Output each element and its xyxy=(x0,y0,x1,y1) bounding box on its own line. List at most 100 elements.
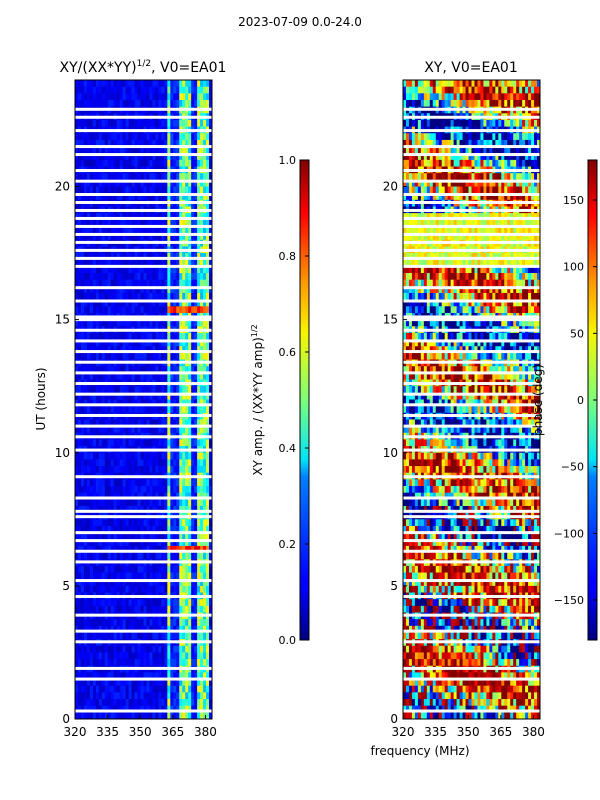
heatmap-cell xyxy=(92,173,97,181)
heatmap-cell xyxy=(134,299,138,307)
heatmap-cell xyxy=(137,352,141,360)
heatmap-cell xyxy=(185,619,189,627)
heatmap-cell xyxy=(86,179,91,187)
heatmap-cell xyxy=(203,339,207,347)
heatmap-cell xyxy=(104,86,109,94)
heatmap-cell xyxy=(411,139,416,147)
heatmap-cell xyxy=(125,99,130,108)
heatmap-cell xyxy=(107,299,112,307)
heatmap-cell xyxy=(104,299,109,307)
heatmap-cell xyxy=(128,386,132,394)
heatmap-cell xyxy=(140,705,144,713)
heatmap-cell xyxy=(161,466,165,474)
heatmap-cell xyxy=(152,80,156,88)
heatmap-cell xyxy=(420,133,425,141)
heatmap-cell xyxy=(98,645,103,653)
heatmap-cell xyxy=(155,685,159,693)
heatmap-cell xyxy=(158,619,162,627)
heatmap-cell xyxy=(203,93,207,101)
heatmap-cell xyxy=(143,346,147,354)
heatmap-cell xyxy=(122,705,127,713)
heatmap-cell xyxy=(414,133,419,141)
heatmap-cell xyxy=(468,99,472,108)
heatmap-cell xyxy=(116,133,121,141)
heatmap-cell xyxy=(161,645,165,653)
heatmap-cell xyxy=(170,93,174,101)
heatmap-cell xyxy=(140,466,144,474)
heatmap-cell xyxy=(89,273,94,281)
heatmap-cell xyxy=(176,186,180,194)
heatmap-cell xyxy=(113,159,118,167)
heatmap-cell xyxy=(155,193,159,201)
heatmap-cell xyxy=(149,532,153,540)
heatmap-cell xyxy=(188,139,192,147)
heatmap-cell xyxy=(83,332,88,340)
heatmap-cell xyxy=(209,452,213,460)
heatmap-cell xyxy=(438,146,443,154)
heatmap-cell xyxy=(161,219,165,227)
heatmap-cell xyxy=(507,93,511,101)
heatmap-cell xyxy=(209,506,213,514)
heatmap-cell xyxy=(170,293,174,301)
heatmap-cell xyxy=(137,525,141,534)
heatmap-cell xyxy=(134,159,138,167)
heatmap-cell xyxy=(137,366,141,374)
heatmap-cell xyxy=(92,86,97,94)
heatmap-cell xyxy=(75,692,79,700)
heatmap-cell xyxy=(125,193,130,201)
heatmap-cell xyxy=(191,506,195,514)
heatmap-cell xyxy=(176,672,180,680)
heatmap-cell xyxy=(200,492,204,500)
heatmap-cell xyxy=(140,392,144,400)
heatmap-cell xyxy=(77,286,82,294)
heatmap-cell xyxy=(161,579,165,587)
heatmap-cell xyxy=(194,286,198,294)
heatmap-cell xyxy=(125,519,130,527)
heatmap-cell xyxy=(113,213,118,221)
heatmap-cell xyxy=(179,699,183,707)
heatmap-cell xyxy=(173,293,177,301)
heatmap-cell xyxy=(191,492,195,500)
heatmap-cell xyxy=(525,93,529,101)
heatmap-cell xyxy=(134,579,138,587)
heatmap-cell xyxy=(182,399,186,407)
heatmap-cell xyxy=(152,692,156,700)
heatmap-cell xyxy=(492,139,496,147)
heatmap-cell xyxy=(173,352,177,360)
heatmap-cell xyxy=(441,93,446,101)
heatmap-cell xyxy=(104,406,109,414)
heatmap-cell xyxy=(83,93,88,101)
heatmap-cell xyxy=(179,525,183,534)
heatmap-cell xyxy=(110,672,115,680)
heatmap-cell xyxy=(83,193,88,201)
heatmap-cell xyxy=(516,86,520,94)
heatmap-cell xyxy=(167,339,171,347)
heatmap-cell xyxy=(83,652,88,660)
heatmap-cell xyxy=(104,672,109,680)
heatmap-cell xyxy=(167,193,171,201)
heatmap-cell xyxy=(492,133,496,141)
heatmap-cell xyxy=(191,572,195,580)
heatmap-cell xyxy=(167,532,171,540)
heatmap-cell xyxy=(119,133,124,141)
heatmap-cell xyxy=(131,366,135,374)
heatmap-cell xyxy=(194,93,198,101)
heatmap-cell xyxy=(89,452,94,460)
heatmap-cell xyxy=(191,705,195,713)
heatmap-cell xyxy=(179,652,183,660)
colorbar-tick-label: 0.8 xyxy=(279,250,297,263)
heatmap-cell xyxy=(206,173,210,181)
heatmap-cell xyxy=(113,539,118,547)
heatmap-cell xyxy=(98,539,103,547)
heatmap-cell xyxy=(107,366,112,374)
heatmap-cell xyxy=(137,479,141,487)
heatmap-cell xyxy=(137,552,141,560)
heatmap-cell xyxy=(155,332,159,340)
heatmap-cell xyxy=(188,146,192,154)
heatmap-cell xyxy=(104,119,109,127)
heatmap-cell xyxy=(197,672,201,680)
heatmap-cell xyxy=(206,545,210,553)
heatmap-cell xyxy=(504,93,508,101)
heatmap-cell xyxy=(173,539,177,547)
heatmap-cell xyxy=(161,86,165,94)
